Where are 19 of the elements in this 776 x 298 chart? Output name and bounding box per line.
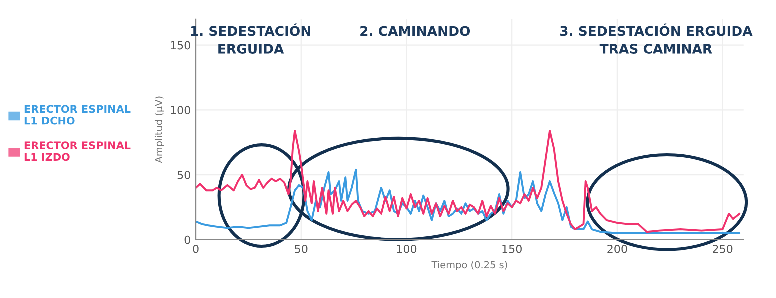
legend-label: ERECTOR ESPINAL L1 IZDO [24,142,131,162]
y-tick-label: 0 [184,236,190,244]
line-series [196,168,741,234]
x-tick-label: 0 [193,244,199,254]
legend-label: ERECTOR ESPINAL L1 DCHO [24,105,131,125]
y-axis-title: Amplitud (µV) [154,96,164,164]
annotation: 3. SEDESTACIÓN ERGUIDA TRAS CAMINAR [560,24,753,54]
y-tick-label: 50 [178,171,190,180]
annotation: 1. SEDESTACIÓN ERGUIDA [191,24,310,54]
x-tick-label: 50 [295,244,308,254]
x-tick-label: 100 [397,244,417,254]
y-tick-label: 150 [171,41,190,50]
y-tick-label: 100 [171,106,190,115]
annotation: 2. CAMINANDO [360,26,470,36]
x-tick-label: 150 [502,244,522,254]
x-axis-title: Tiempo (0.25 s) [432,261,508,270]
x-tick-label: 200 [608,244,628,254]
line-series [196,130,741,234]
x-tick-label: 250 [713,244,733,254]
